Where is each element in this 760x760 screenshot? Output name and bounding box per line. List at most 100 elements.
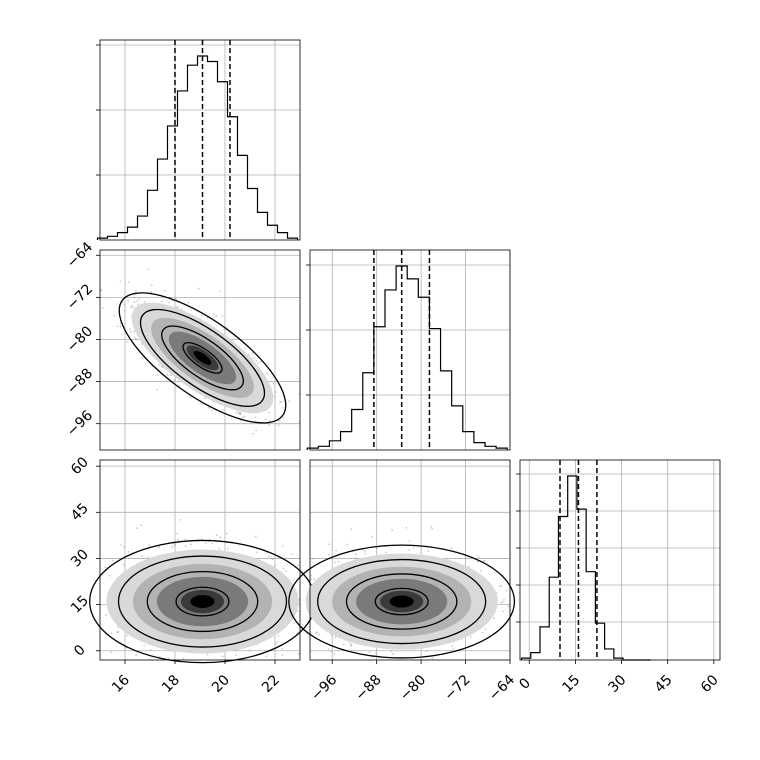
scatter-param-2-vs-param-1-point-480	[252, 357, 255, 360]
scatter-param-3-vs-param-1-point-626	[265, 655, 268, 658]
scatter-param-2-vs-param-1-point-261	[210, 409, 213, 411]
hist-param-2-bar-14	[463, 432, 474, 450]
scatter-param-2-vs-param-1-point-872	[116, 325, 119, 327]
xtick-label-param-1-1: 18	[159, 672, 183, 696]
ytick-label-param-3-0: 60	[68, 454, 92, 478]
scatter-param-3-vs-param-1-point-738	[248, 649, 251, 652]
scatter-param-3-vs-param-2-point-402	[496, 592, 498, 594]
scatter-param-3-vs-param-2-point-595	[392, 652, 394, 655]
scatter-param-2-vs-param-1-point-194	[207, 406, 210, 409]
scatter-param-3-vs-param-1-point-204	[182, 658, 185, 660]
scatter-param-3-vs-param-2-point-89	[364, 550, 366, 553]
hist-param-2-bar-15	[474, 443, 485, 450]
scatter-param-2-vs-param-1-point-712	[268, 420, 271, 423]
hist-param-2-bar-11	[429, 329, 440, 450]
scatter-param-3-vs-param-2-point-571	[505, 589, 508, 592]
scatter-param-3-vs-param-2-point-547	[376, 546, 378, 549]
xtick-label-param-3-4: 60	[698, 672, 722, 696]
ytick-label-param-2-4: −96	[64, 408, 96, 440]
scatter-param-2-vs-param-1-point-451	[277, 424, 280, 427]
scatter-param-3-vs-param-2-point-842	[310, 578, 313, 581]
scatter-param-2-vs-param-1-point-759	[268, 411, 270, 414]
scatter-param-2-vs-param-1-point-819	[273, 395, 276, 398]
scatter-param-2-vs-param-1-point-243	[200, 314, 203, 317]
scatter-param-2-vs-param-1-point-413	[235, 411, 238, 414]
scatter-param-2-vs-param-1-point-706	[282, 416, 285, 419]
scatter-param-3-vs-param-1-point-828	[147, 556, 150, 559]
scatter-param-2-vs-param-1-point-708	[127, 281, 130, 283]
scatter-param-2-vs-param-1-point-98	[141, 356, 144, 359]
scatter-param-3-vs-param-2-point-447	[368, 651, 371, 654]
scatter-param-3-vs-param-1-point-877	[122, 545, 125, 548]
scatter-param-3-vs-param-1-point-180	[226, 547, 229, 550]
scatter-param-2-vs-param-1-point-367	[156, 389, 159, 391]
scatter-param-2-vs-param-1-point-887	[288, 400, 291, 403]
scatter-param-2-vs-param-1-point-20	[257, 361, 260, 364]
scatter-param-2-vs-param-1-point-571	[251, 432, 254, 435]
ytick-label-param-2-0: −64	[64, 239, 96, 271]
scatter-param-3-vs-param-2-point-508	[452, 647, 455, 650]
scatter-param-2-vs-param-1-point-418	[119, 280, 122, 283]
scatter-param-2-vs-param-1-point-167	[237, 412, 240, 414]
scatter-param-2-vs-param-1-point-528	[121, 301, 124, 304]
scatter-param-2-vs-param-1-peak	[193, 350, 212, 365]
scatter-param-2-vs-param-1-point-692	[133, 296, 136, 299]
scatter-param-3-vs-param-1-point-22	[281, 654, 284, 656]
scatter-param-3-vs-param-2-point-324	[408, 540, 411, 542]
scatter-param-2-vs-param-1-point-319	[171, 299, 174, 302]
scatter-param-3-vs-param-1-point-537	[291, 553, 294, 555]
scatter-param-3-vs-param-2-point-385	[391, 529, 393, 532]
scatter-param-2-vs-param-1-point-185	[282, 406, 284, 409]
hist-param-1-bar-13	[228, 117, 238, 240]
scatter-param-2-vs-param-1-contour-3	[182, 342, 223, 374]
scatter-param-2-vs-param-1-point-468	[221, 409, 224, 411]
scatter-param-2-vs-param-1-point-115	[161, 300, 163, 303]
scatter-param-2-vs-param-1-point-25	[170, 374, 172, 377]
scatter-param-3-vs-param-2-point-394	[483, 560, 485, 563]
hist-param-1-frame	[99, 39, 301, 241]
scatter-param-3-vs-param-1-point-257	[277, 635, 280, 637]
xtick-label-param-1-2: 20	[209, 672, 233, 696]
scatter-param-2-vs-param-1-point-436	[189, 396, 192, 399]
hist-param-3-frame	[519, 459, 721, 661]
hist-param-1-bar-7	[168, 126, 178, 240]
scatter-param-2-vs-param-1-point-380	[174, 378, 177, 381]
scatter-param-3-vs-param-2-point-396	[484, 628, 487, 630]
scatter-param-2-vs-param-1-point-200	[178, 385, 181, 387]
hist-param-2-bar-10	[418, 297, 429, 450]
scatter-param-3-vs-param-2-point-323	[327, 648, 330, 650]
scatter-param-3-vs-param-2-point-858	[390, 650, 393, 653]
scatter-param-2-vs-param-1-point-48	[244, 348, 247, 350]
hist-param-2-bar-9	[407, 279, 418, 450]
scatter-param-3-vs-param-1-point-897	[112, 559, 114, 562]
ytick-label-param-2-3: −88	[64, 365, 96, 397]
scatter-param-2-vs-param-1-point-53	[119, 322, 122, 325]
scatter-param-2-vs-param-1-point-43	[244, 415, 247, 418]
scatter-param-2-vs-param-1-point-444	[147, 268, 150, 271]
hist-param-1-bar-11	[208, 62, 218, 240]
scatter-param-3-vs-param-1-point-532	[116, 631, 119, 634]
scatter-param-2-vs-param-1-point-329	[150, 284, 153, 287]
scatter-param-3-vs-param-1-point-899	[126, 634, 129, 637]
scatter-param-2-vs-param-1-point-598	[133, 301, 136, 304]
scatter-param-3-vs-param-2-point-185	[450, 547, 452, 550]
scatter-param-3-vs-param-2-point-498	[476, 560, 479, 563]
scatter-param-2-vs-param-1-point-490	[199, 402, 202, 405]
hist-param-3-bar-3	[549, 577, 558, 660]
scatter-param-3-vs-param-2-point-743	[481, 631, 484, 634]
ytick-label-param-2-2: −80	[64, 323, 96, 355]
scatter-param-3-vs-param-1-point-367	[254, 535, 257, 538]
scatter-param-3-vs-param-2-point-280	[315, 632, 318, 635]
scatter-param-3-vs-param-1-point-856	[215, 534, 218, 537]
xtick-label-param-1-3: 22	[259, 672, 283, 696]
scatter-param-2-vs-param-1-point-714	[150, 291, 152, 294]
scatter-param-2-vs-param-1-point-5	[136, 299, 138, 302]
scatter-param-3-vs-param-2-point-71	[507, 605, 510, 608]
scatter-param-3-vs-param-2-point-299	[500, 601, 503, 604]
scatter-param-2-vs-param-1-point-791	[126, 341, 129, 343]
scatter-param-3-vs-param-1-point-102	[179, 518, 182, 521]
scatter-param-3-vs-param-1-point-488	[158, 546, 160, 549]
hist-param-2-bar-4	[352, 410, 363, 450]
scatter-param-2-vs-param-1-point-189	[187, 301, 190, 304]
